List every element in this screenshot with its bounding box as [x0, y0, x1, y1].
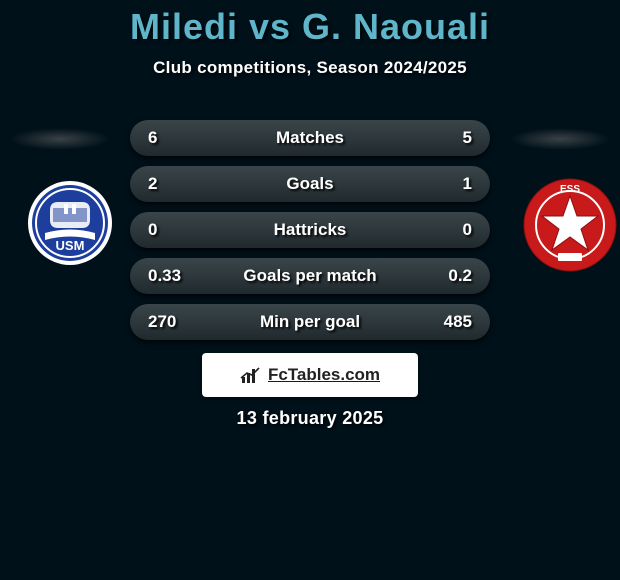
stat-right-value: 5 — [432, 128, 472, 148]
usm-badge-icon: USM — [20, 178, 120, 268]
stat-row: 6 Matches 5 — [130, 120, 490, 156]
subtitle: Club competitions, Season 2024/2025 — [0, 58, 620, 78]
page-title: Miledi vs G. Naouali — [0, 0, 620, 48]
stat-right-value: 0.2 — [432, 266, 472, 286]
bar-chart-icon — [240, 365, 262, 385]
brand-link[interactable]: FcTables.com — [202, 353, 418, 397]
player-silhouette-left — [10, 128, 110, 150]
stat-row: 0 Hattricks 0 — [130, 212, 490, 248]
svg-text:ESS: ESS — [560, 184, 580, 195]
date-label: 13 february 2025 — [0, 408, 620, 429]
svg-text:USM: USM — [56, 238, 85, 253]
ess-badge-icon: ESS — [520, 178, 620, 272]
stat-row: 0.33 Goals per match 0.2 — [130, 258, 490, 294]
stat-right-value: 1 — [432, 174, 472, 194]
brand-text: FcTables.com — [268, 365, 380, 385]
team-badge-right: ESS — [520, 180, 620, 270]
team-badge-left: USM — [20, 178, 120, 268]
stat-row: 270 Min per goal 485 — [130, 304, 490, 340]
stats-list: 6 Matches 5 2 Goals 1 0 Hattricks 0 0.33… — [130, 120, 490, 340]
stat-right-value: 0 — [432, 220, 472, 240]
stat-row: 2 Goals 1 — [130, 166, 490, 202]
player-silhouette-right — [510, 128, 610, 150]
stat-right-value: 485 — [432, 312, 472, 332]
